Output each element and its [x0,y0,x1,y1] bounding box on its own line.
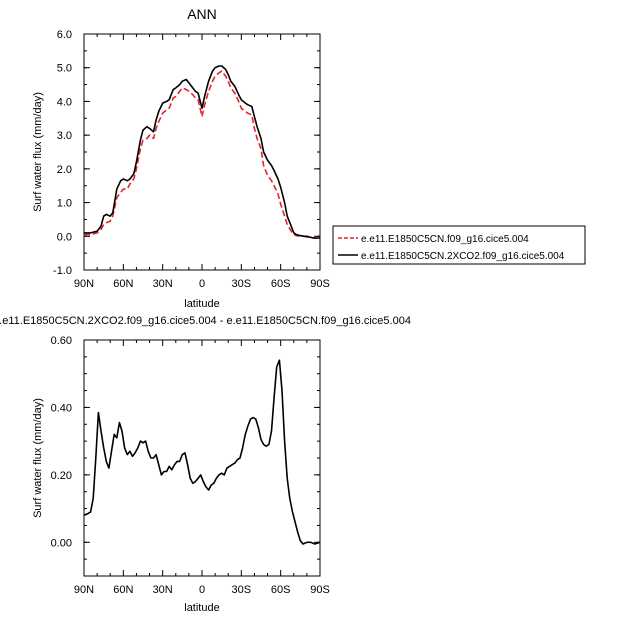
x-axis-label: latitude [184,298,219,310]
x-tick-label: 0 [199,584,205,596]
plot-frame [83,339,321,577]
legend-entry-2: e.e11.E1850C5CN.2XCO2.f09_g16.cice5.004 [361,251,565,262]
y-tick-label: 0.0 [57,231,72,243]
x-tick-label: 60S [271,278,291,290]
y-tick-label: 5.0 [57,63,72,75]
y-axis-label: Surf water flux (mm/day) [32,398,44,518]
y-tick-label: 2.0 [57,164,72,176]
y-tick-label: 4.0 [57,96,72,108]
legend-entry-1: e.e11.E1850C5CN.f09_g16.cice5.004 [361,234,529,245]
y-tick-label: 1.0 [57,198,72,210]
series-line-1 [84,359,320,545]
y-tick-label: 6.0 [57,29,72,41]
y-tick-label: 3.0 [57,130,72,142]
y-tick-label: 0.60 [51,335,72,347]
plot-frame [83,33,321,271]
x-axis-label: latitude [184,602,219,614]
y-axis-label: Surf water flux (mm/day) [32,92,44,212]
x-tick-label: 60N [113,584,133,596]
x-tick-label: 90S [310,278,330,290]
chart-title: ANN [187,6,217,22]
x-tick-label: 0 [199,278,205,290]
x-tick-label: 60S [271,584,291,596]
x-tick-label: 90N [74,278,94,290]
x-tick-label: 30S [232,584,252,596]
x-tick-label: 60N [113,278,133,290]
x-tick-label: 30N [153,584,173,596]
y-tick-label: 0.40 [51,402,72,414]
y-tick-label: -1.0 [53,265,72,277]
x-tick-label: 90N [74,584,94,596]
series-line-1 [84,70,320,239]
chart-title: e.e11.E1850C5CN.2XCO2.f09_g16.cice5.004 … [0,315,411,327]
x-tick-label: 30S [232,278,252,290]
series-line-2 [84,65,320,239]
x-tick-label: 30N [153,278,173,290]
legend-box [332,225,586,265]
y-tick-label: 0.00 [51,537,72,549]
legend: e.e11.E1850C5CN.f09_g16.cice5.004 e.e11.E… [332,225,586,265]
chart-panel-2: e.e11.E1850C5CN.2XCO2.f09_g16.cice5.004 … [0,315,411,614]
y-tick-label: 0.20 [51,470,72,482]
chart-panel-1: ANN 90N 60N 30N 0 30S 60S 90S -1.0 0.0 1.0 2.0 3.0 4.… [32,6,586,310]
x-tick-label: 90S [310,584,330,596]
